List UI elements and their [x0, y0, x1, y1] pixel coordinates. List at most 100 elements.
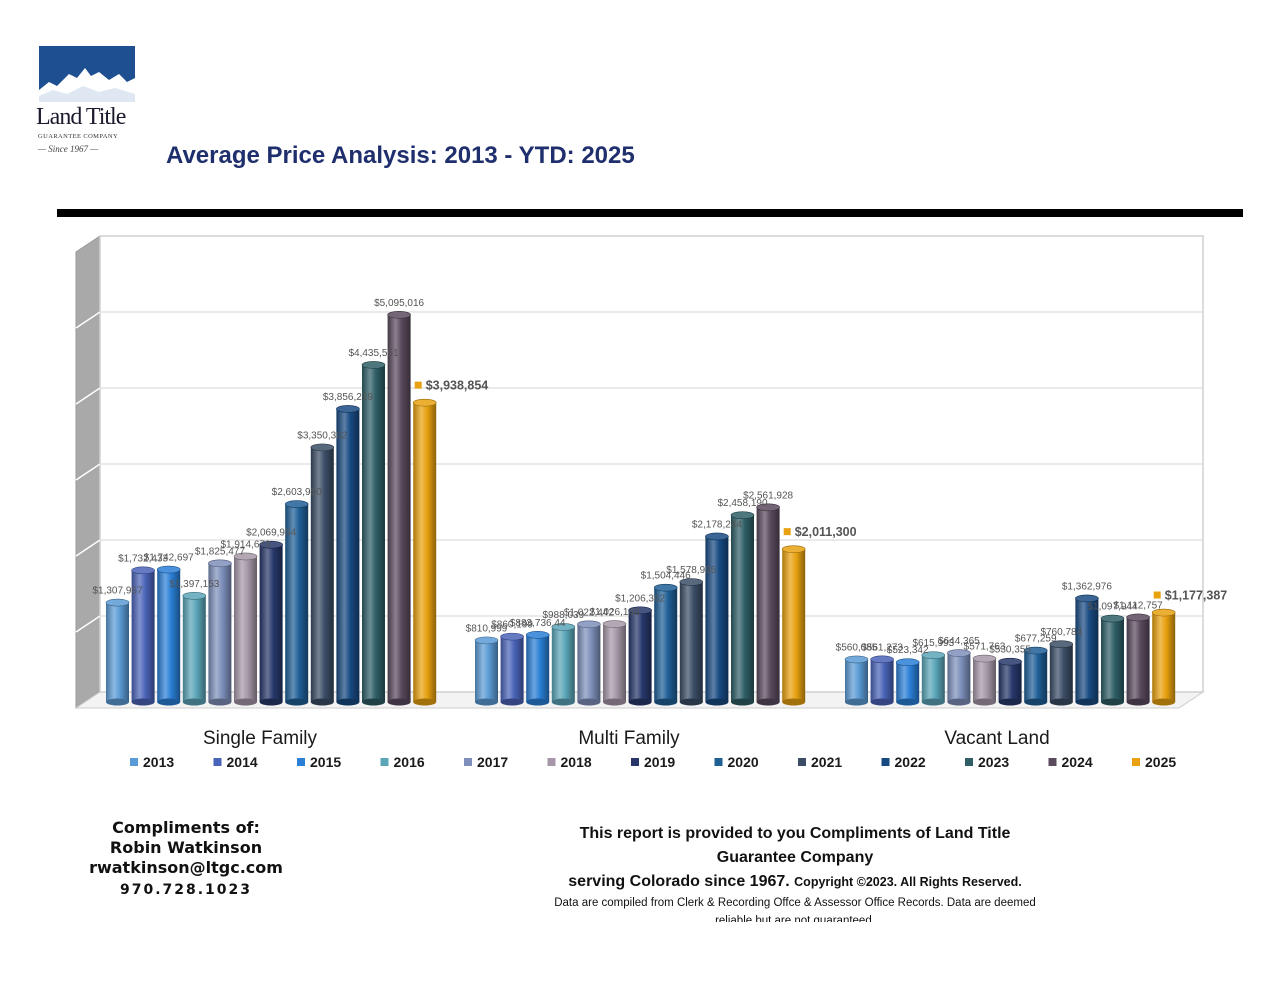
legend-label-2025: 2025 [1145, 754, 1176, 770]
bar-base-2019-2 [998, 698, 1022, 706]
bar-base-2025-0 [413, 698, 437, 706]
data-label-2017-2: $644,365 [938, 636, 980, 647]
legend-swatch-2017 [464, 758, 472, 766]
legend-label-2019: 2019 [644, 754, 675, 770]
bar-base-2017-1 [577, 698, 601, 706]
bar-2016-0 [182, 595, 206, 702]
data-label-2018-1: $1,026,148 [589, 607, 639, 618]
disclaimer-copyright: Copyright ©2023. All Rights Reserved. [794, 875, 1022, 889]
category-label-0: Single Family [203, 728, 318, 749]
data-label-2018-2: $571,763 [964, 642, 1006, 653]
legend-swatch-2018 [547, 758, 556, 766]
wall-gridline [75, 311, 101, 329]
data-label-2022-1: $2,178,244 [692, 519, 742, 530]
bar-2017-1 [577, 624, 601, 702]
bar-base-2014-0 [131, 698, 155, 706]
bar-base-2014-2 [870, 698, 894, 706]
logo-subtitle: GUARANTEE COMPANY [38, 133, 119, 140]
data-label-2013-2: $560,085 [836, 642, 878, 653]
bar-2016-2 [921, 655, 945, 702]
bar-base-2021-2 [1049, 698, 1073, 706]
bar-cap-2015-0 [156, 565, 181, 574]
legend-label-2024: 2024 [1062, 754, 1093, 770]
bar-base-2020-1 [654, 698, 678, 706]
data-label-2024-2: $1,112,757 [1113, 600, 1163, 611]
bar-base-2015-0 [157, 698, 181, 706]
compliments-label: Compliments of: [112, 818, 260, 837]
bar-base-2018-1 [603, 698, 626, 706]
legend-swatch-2015 [297, 758, 305, 766]
agent-name: Robin Watkinson [109, 838, 263, 857]
company-logo: Land Title GUARANTEE COMPANY — Since 196… [36, 44, 140, 156]
legend-swatch-2022 [881, 758, 890, 766]
data-label-2020-2: $677,259 [1015, 634, 1057, 645]
label-marker-2 [1153, 591, 1161, 599]
bar-base-2019-0 [259, 698, 283, 706]
legend-label-2018: 2018 [561, 754, 592, 770]
bar-2025-0 [413, 402, 437, 702]
disclaimer-serving: serving Colorado since 1967. [568, 873, 790, 890]
bar-cap-2022-1 [705, 532, 729, 541]
wall-gridline [75, 387, 101, 405]
bar-2014-0 [131, 570, 155, 702]
bar-cap-2017-1 [577, 620, 601, 629]
wall-gridline [75, 463, 101, 481]
report-disclaimer: This report is provided to you Complimen… [520, 822, 1070, 922]
data-label-2024-0: $5,095,016 [374, 298, 424, 309]
bar-2022-1 [705, 536, 729, 702]
data-label-2015-0: $1,742,697 [144, 553, 194, 564]
bar-2018-0 [234, 556, 257, 702]
bar-base-2020-2 [1024, 698, 1048, 706]
bar-cap-2021-1 [679, 578, 704, 586]
data-label-2022-2: $1,362,976 [1062, 581, 1112, 592]
bar-cap-2021-2 [1049, 640, 1074, 648]
legend-swatch-2024 [1048, 758, 1057, 766]
legend-label-2017: 2017 [477, 754, 508, 770]
bar-2017-0 [208, 563, 232, 702]
bar-base-2015-1 [526, 698, 550, 706]
bar-base-2017-0 [208, 698, 232, 706]
bar-base-2023-2 [1101, 698, 1124, 706]
disclaimer-note: Data are compiled from Clerk & Recording… [554, 897, 1036, 922]
bar-base-2024-1 [756, 698, 780, 706]
disclaimer-main: This report is provided to you Complimen… [579, 825, 1011, 866]
bar-2019-2 [998, 661, 1022, 702]
data-label-2025-0: $3,938,854 [426, 379, 489, 393]
bar-2025-2 [1152, 612, 1176, 702]
bar-base-2024-0 [387, 698, 411, 706]
bar-cap-2020-2 [1023, 646, 1048, 655]
bar-2016-1 [551, 626, 575, 702]
bar-cap-2023-1 [730, 511, 755, 519]
bar-2019-0 [259, 544, 283, 702]
legend-label-2014: 2014 [227, 754, 258, 770]
data-label-2022-0: $3,856,219 [323, 392, 373, 403]
bar-2020-0 [285, 504, 309, 702]
wall-gridline [75, 539, 101, 557]
bar-base-2013-1 [475, 698, 498, 706]
legend-swatch-2023 [965, 758, 973, 766]
data-label-2021-1: $1,578,995 [666, 565, 716, 576]
bar-2021-0 [310, 447, 334, 702]
data-label-2016-1: $988,039 [542, 610, 584, 621]
data-label-2014-2: $561,273 [861, 642, 903, 653]
bar-cap-2014-1 [500, 632, 524, 641]
bar-2013-2 [845, 659, 868, 702]
label-marker-0 [414, 381, 422, 389]
data-label-2014-0: $1,732,433 [118, 553, 168, 564]
bar-2017-2 [947, 653, 971, 702]
bar-2023-0 [362, 364, 385, 702]
bar-2024-0 [387, 314, 411, 702]
bar-cap-2024-1 [756, 503, 780, 512]
bar-2014-2 [870, 659, 894, 702]
bar-base-2024-2 [1126, 698, 1150, 706]
data-label-2025-2: $1,177,387 [1165, 589, 1228, 603]
bar-cap-2015-1 [525, 631, 550, 639]
bar-cap-2020-0 [284, 500, 309, 508]
legend-label-2016: 2016 [394, 754, 425, 770]
bar-2023-2 [1101, 618, 1124, 702]
bar-base-2022-2 [1075, 698, 1099, 706]
logo-since-text: Since 1967 [48, 144, 89, 154]
bar-cap-2023-0 [361, 361, 386, 369]
data-label-2015-2: $523,342 [887, 645, 929, 656]
label-marker-1 [783, 528, 791, 536]
